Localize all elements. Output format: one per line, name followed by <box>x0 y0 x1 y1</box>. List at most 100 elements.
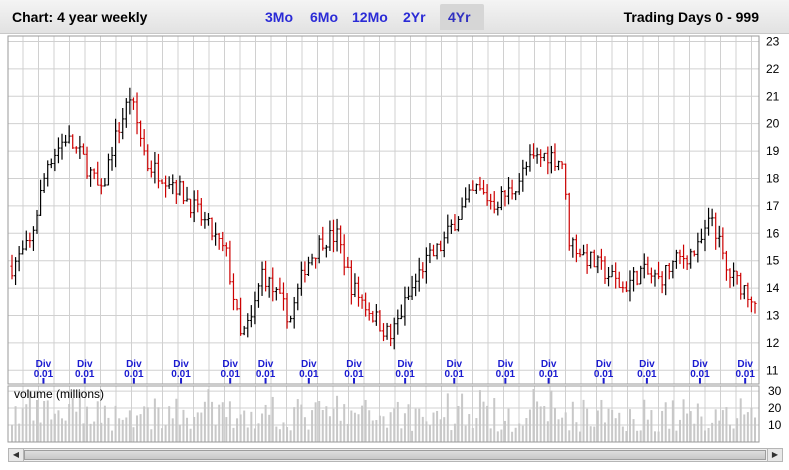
volume-bar <box>468 414 471 442</box>
triangle-right-icon[interactable]: ▶ <box>767 449 782 461</box>
ohlc-bar <box>296 283 300 311</box>
volume-bar <box>93 421 96 442</box>
volume-bar <box>750 407 753 442</box>
div-label: Div <box>77 359 93 370</box>
volume-bar <box>528 409 531 442</box>
volume-bar <box>482 401 485 442</box>
ohlc-bar <box>731 262 736 287</box>
ohlc-bar <box>349 260 353 305</box>
volume-bar <box>75 411 78 442</box>
ohlc-bar <box>746 282 750 308</box>
ohlc-bar <box>253 291 257 325</box>
ohlc-bar <box>674 249 679 269</box>
ohlc-bar <box>749 296 754 313</box>
ohlc-bar <box>603 256 607 284</box>
volume-bar <box>500 429 503 442</box>
div-amount: 0.01 <box>124 369 144 380</box>
ohlc-bar <box>42 173 46 193</box>
div-label: Div <box>222 359 238 370</box>
volume-bar <box>157 407 160 442</box>
ohlc-bar <box>553 143 557 171</box>
ohlc-bar <box>356 276 361 307</box>
ohlc-bar <box>256 283 261 308</box>
volume-bar <box>475 418 478 442</box>
ohlc-bar <box>17 246 21 272</box>
ohlc-bar <box>342 234 346 276</box>
volume-bar <box>282 422 285 442</box>
ohlc-bar <box>274 287 278 301</box>
volume-bar <box>407 404 410 442</box>
ohlc-bar <box>235 298 239 311</box>
ohlc-bar <box>478 176 482 191</box>
div-amount: 0.01 <box>344 369 364 380</box>
ohlc-bar <box>392 317 396 350</box>
y-tick-label: 17 <box>766 199 780 213</box>
tab-12mo[interactable]: 12Mo <box>352 9 388 25</box>
ohlc-bar <box>431 244 436 257</box>
tab-4yr[interactable]: 4Yr <box>440 4 484 30</box>
ohlc-bar <box>53 148 57 172</box>
chart-scrollbar[interactable]: ◀ ▶ <box>8 448 783 462</box>
volume-bar <box>389 412 392 442</box>
volume-bar <box>668 428 671 442</box>
volume-bar <box>275 426 278 442</box>
ohlc-bar <box>442 231 446 258</box>
ohlc-bar <box>217 232 221 250</box>
volume-bar <box>289 430 292 442</box>
triangle-left-icon[interactable]: ◀ <box>9 449 24 461</box>
ohlc-bar <box>171 174 175 195</box>
ohlc-bar <box>339 225 343 254</box>
volume-bar <box>232 427 235 442</box>
ohlc-bar <box>528 144 532 172</box>
ohlc-bar <box>660 271 664 294</box>
ohlc-bar <box>185 186 189 202</box>
volume-bar <box>428 425 431 442</box>
ohlc-bar <box>310 253 314 266</box>
ohlc-bar <box>489 193 493 210</box>
volume-bar <box>703 430 706 442</box>
div-label: Div <box>126 359 142 370</box>
tab-3mo[interactable]: 3Mo <box>265 9 293 25</box>
volume-bar <box>403 413 406 442</box>
ohlc-bar <box>81 143 86 155</box>
ohlc-bar <box>696 232 700 263</box>
tab-2yr[interactable]: 2Yr <box>403 9 426 25</box>
volume-bar <box>136 415 139 442</box>
ohlc-bar <box>38 179 43 216</box>
ohlc-bar <box>646 256 650 275</box>
ohlc-bar <box>174 179 178 204</box>
scrollbar-thumb[interactable] <box>24 450 766 460</box>
volume-bar <box>643 399 646 442</box>
volume-bar <box>439 419 442 442</box>
ohlc-bar <box>364 292 368 317</box>
volume-bar <box>436 410 439 442</box>
ohlc-bar <box>642 253 646 279</box>
dividend-markers: Div0.01Div0.01Div0.01Div0.01Div0.01Div0.… <box>34 359 755 384</box>
div-amount: 0.01 <box>445 369 465 380</box>
ohlc-bar <box>703 219 707 252</box>
volume-bar <box>396 401 399 442</box>
ohlc-bar <box>74 146 78 154</box>
volume-bar <box>478 390 481 442</box>
volume-bar <box>732 428 735 442</box>
volume-bar <box>118 418 121 442</box>
ohlc-bar <box>456 216 461 232</box>
ohlc-bar <box>131 97 136 110</box>
ohlc-bar <box>403 286 407 326</box>
ohlc-bar <box>742 285 746 300</box>
ohlc-bar <box>289 315 293 323</box>
ohlc-bar <box>321 226 325 251</box>
tab-6mo[interactable]: 6Mo <box>310 9 338 25</box>
ohlc-bar <box>63 134 68 147</box>
volume-bar <box>586 408 589 442</box>
volume-bar <box>271 396 274 442</box>
volume-bar <box>653 431 656 442</box>
ohlc-bar <box>285 293 289 329</box>
ohlc-bar <box>649 267 654 284</box>
volume-bar <box>268 414 271 442</box>
volume-bar <box>493 398 496 442</box>
volume-bar <box>636 430 639 442</box>
ohlc-bar <box>328 220 332 251</box>
ohlc-bar <box>621 281 625 293</box>
volume-bar <box>450 430 453 442</box>
